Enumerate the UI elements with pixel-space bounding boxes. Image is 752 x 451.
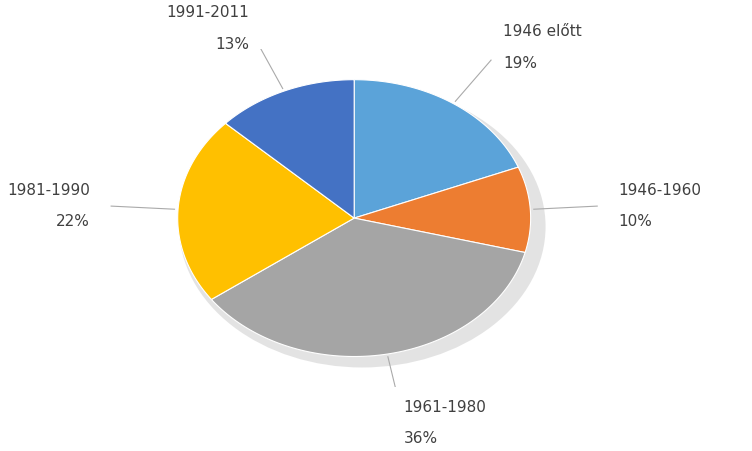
Text: 1981-1990: 1981-1990 [7, 182, 90, 197]
Polygon shape [226, 80, 354, 219]
Polygon shape [211, 219, 525, 357]
Text: 10%: 10% [618, 214, 652, 229]
Text: 22%: 22% [56, 214, 90, 229]
Text: 1946 előtt: 1946 előtt [503, 24, 582, 39]
Polygon shape [354, 80, 518, 219]
Polygon shape [177, 124, 354, 300]
Text: 13%: 13% [215, 37, 249, 52]
Text: 1961-1980: 1961-1980 [404, 399, 487, 414]
Text: 36%: 36% [404, 431, 438, 446]
Text: 19%: 19% [503, 55, 537, 71]
Ellipse shape [179, 87, 545, 368]
Text: 1946-1960: 1946-1960 [618, 182, 702, 197]
Text: 1991-2011: 1991-2011 [166, 5, 249, 20]
Polygon shape [354, 168, 531, 253]
